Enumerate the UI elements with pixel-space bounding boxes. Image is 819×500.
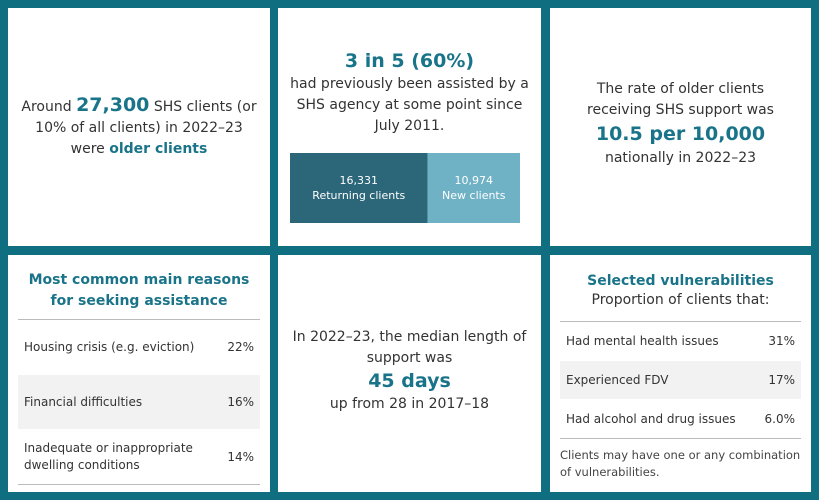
row-label: Had mental health issues (566, 333, 719, 348)
panel-older-clients: Around 27,300 SHS clients (or 10% of all… (8, 8, 270, 246)
text: SHS clients (or 10% of all clients) in 2… (35, 98, 257, 157)
row-label: Inadequate or inappropriate dwelling con… (24, 441, 193, 472)
text: The rate of older clients receiving SHS … (587, 81, 774, 118)
segment-label: Returning clients (312, 189, 405, 202)
text: Around (21, 98, 72, 115)
row-value: 6.0% (764, 412, 796, 426)
text: had previously been assisted by a SHS ag… (290, 76, 529, 134)
table-row: Inadequate or inappropriate dwelling con… (18, 430, 260, 484)
table-row: Experienced FDV 17% (560, 361, 801, 399)
row-value: 31% (768, 334, 795, 348)
table-title: Most common main reasons for seeking ass… (28, 272, 250, 309)
note: Clients may have one or any combination … (560, 448, 801, 479)
table-rule (560, 438, 801, 439)
bar-segment (427, 153, 520, 223)
older-clients-text: Around 27,300 SHS clients (or 10% of all… (19, 93, 259, 160)
value-label: 10,974 (455, 174, 494, 187)
table-row: Housing crisis (e.g. eviction) 22% (18, 320, 260, 374)
table-row: Financial difficulties 16% (18, 375, 260, 429)
highlight-number: 10.5 per 10,000 (595, 123, 766, 145)
panel-vulnerabilities: Selected vulnerabilities Proportion of c… (550, 255, 811, 492)
row-label: Housing crisis (e.g. eviction) (24, 339, 195, 354)
row-label: Financial difficulties (24, 394, 143, 409)
row-value: 22% (227, 340, 254, 354)
headline: 3 in 5 (60%) (344, 50, 475, 72)
highlight-number: 45 days (368, 369, 451, 392)
row-label: Had alcohol and drug issues (566, 411, 736, 426)
table-rule (18, 484, 260, 485)
table: Housing crisis (e.g. eviction) 22% Financi… (18, 319, 260, 485)
panel-reasons: Most common main reasons for seeking ass… (8, 255, 270, 492)
highlight-text: older clients (109, 140, 208, 157)
segment-label: New clients (442, 189, 506, 202)
highlight-number: 27,300 (76, 93, 150, 116)
table-title: Selected vulnerabilities (587, 273, 774, 289)
table-rule (560, 321, 801, 322)
text: nationally in 2022–23 (604, 150, 757, 166)
row-label: Experienced FDV (566, 372, 669, 387)
table-rule (18, 319, 260, 320)
table: Had mental health issues 31% Experienced F… (560, 321, 801, 439)
value-label: 16,331 (340, 174, 379, 187)
panel-rate: The rate of older clients receiving SHS … (550, 8, 811, 246)
table-row: Had mental health issues 31% (560, 322, 801, 360)
panel-support: In 2022–23, the median length of support… (278, 255, 541, 492)
text: up from 28 in 2017–18 (329, 395, 490, 412)
row-value: 17% (768, 373, 795, 387)
bar-segment (290, 153, 428, 223)
row-value: 16% (227, 395, 254, 409)
row-value: 14% (227, 450, 254, 464)
text: In 2022–23, the median length of support… (292, 328, 527, 366)
panel-returning: 3 in 5 (60%) had previously been assiste… (278, 8, 541, 246)
table-subtitle: Proportion of clients that: (591, 292, 770, 308)
table-row: Had alcohol and drug issues 6.0% (560, 400, 801, 438)
stacked-bar: 16,331 Returning clients 10,974 New clients (290, 153, 520, 223)
